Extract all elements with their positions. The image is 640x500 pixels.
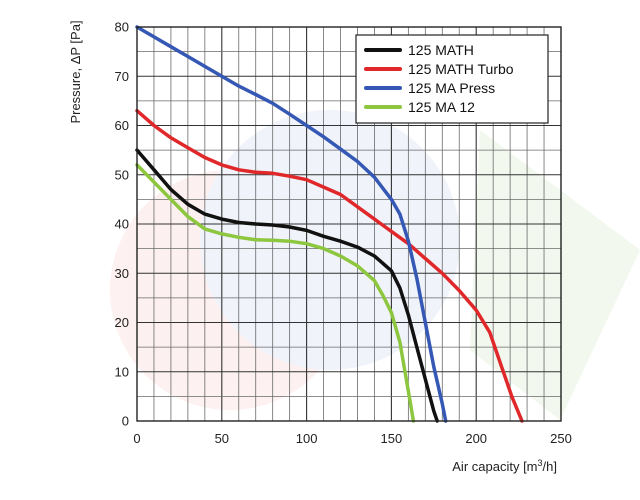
y-tick-label: 50 xyxy=(115,167,129,182)
x-tick-label: 150 xyxy=(381,431,403,446)
axes xyxy=(136,26,562,422)
y-tick-label: 80 xyxy=(115,20,129,35)
y-tick-label: 20 xyxy=(115,315,129,330)
series-line xyxy=(135,108,524,423)
legend-label: 125 MA Press xyxy=(408,80,495,96)
series-group xyxy=(135,25,524,423)
legend-label: 125 MA 12 xyxy=(408,99,475,115)
legend-label: 125 MATH xyxy=(408,42,474,58)
y-tick-label: 30 xyxy=(115,266,129,281)
legend-label: 125 MATH Turbo xyxy=(408,61,514,77)
x-axis-label: Air capacity [m3/h] xyxy=(452,458,557,474)
series-line xyxy=(135,163,416,423)
x-tick-label: 0 xyxy=(133,431,140,446)
watermark-right-shape xyxy=(470,130,640,420)
plot-frame xyxy=(136,26,562,422)
tick-labels: 0 50 100 150 200 250 0 10 20 30 40 50 60 70 80 xyxy=(115,20,572,447)
x-tick-label: 200 xyxy=(465,431,487,446)
y-tick-label: 10 xyxy=(115,364,129,379)
y-axis-label: Pressure, ΔP [Pa] xyxy=(68,20,83,123)
series-line xyxy=(135,148,439,423)
x-tick-label: 250 xyxy=(550,431,572,446)
series-line xyxy=(135,25,448,423)
legend: 125 MATH 125 MATH Turbo 125 MA Press 125 MA… xyxy=(355,34,549,124)
y-tick-label: 70 xyxy=(115,69,129,84)
y-tick-label: 60 xyxy=(115,118,129,133)
x-tick-label: 50 xyxy=(215,431,229,446)
y-tick-label: 40 xyxy=(115,217,129,232)
x-tick-label: 100 xyxy=(296,431,318,446)
y-tick-label: 0 xyxy=(122,414,129,429)
